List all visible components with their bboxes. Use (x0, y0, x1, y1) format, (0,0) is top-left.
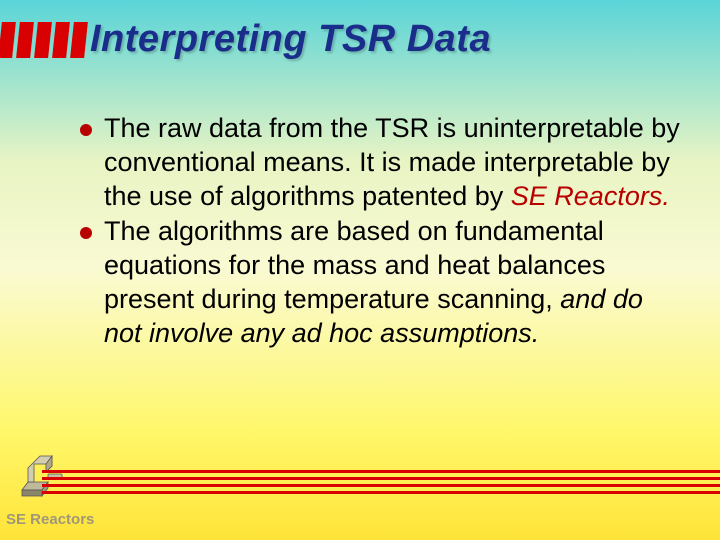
bullet-text-pre: The algorithms are based on fundamental … (104, 216, 605, 314)
bullet-text-em: SE Reactors. (511, 181, 670, 211)
bullet-item: The algorithms are based on fundamental … (80, 215, 680, 350)
decor-block (52, 22, 70, 58)
slide-body: The raw data from the TSR is uninterpret… (80, 112, 680, 352)
footer-line (42, 477, 720, 480)
bullet-text: The raw data from the TSR is uninterpret… (104, 112, 680, 213)
bullet-item: The raw data from the TSR is uninterpret… (80, 112, 680, 213)
footer-rule-lines (42, 470, 720, 498)
footer-line (42, 484, 720, 487)
footer-line (42, 491, 720, 494)
title-decor-blocks (0, 22, 86, 58)
footer-caption: SE Reactors (6, 511, 94, 528)
footer-line (42, 470, 720, 473)
bullet-dot-icon (80, 227, 92, 239)
bullet-text: The algorithms are based on fundamental … (104, 215, 680, 350)
bullet-dot-icon (80, 124, 92, 136)
decor-block (34, 22, 52, 58)
decor-block (70, 22, 88, 58)
decor-block (0, 22, 16, 58)
slide-title: Interpreting TSR Data (90, 18, 491, 61)
decor-block (16, 22, 34, 58)
